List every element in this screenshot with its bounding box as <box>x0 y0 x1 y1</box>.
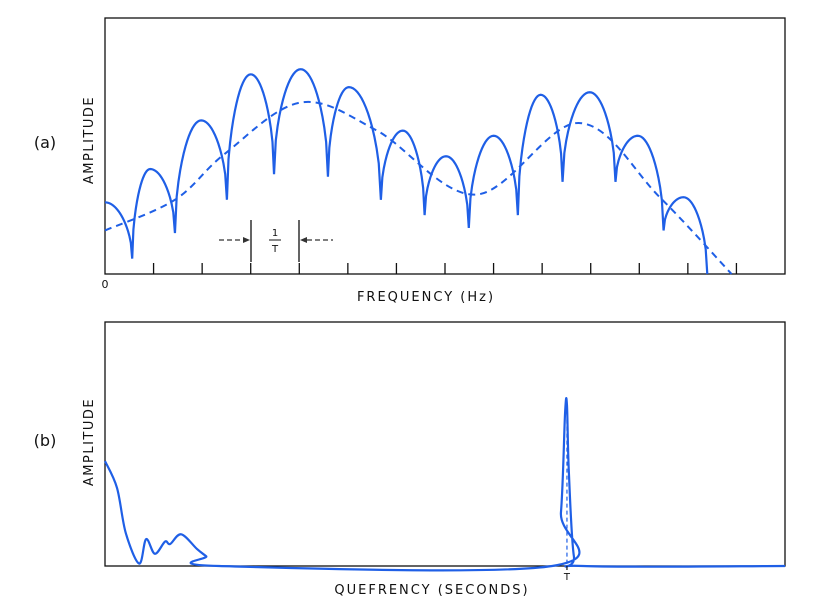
annotation-numerator: 1 <box>272 228 278 239</box>
panel-b-y-axis-label: AMPLITUDE <box>82 398 97 486</box>
panel-a-x-axis-label: FREQUENCY (Hz) <box>357 290 495 305</box>
arrow-left-head-icon <box>243 237 250 243</box>
arrow-right-head-icon <box>300 237 307 243</box>
panel-b-label: (b) <box>34 431 57 450</box>
panel-a-x-ticks <box>152 263 738 274</box>
panel-b-x-axis-label: QUEFRENCY (SECONDS) <box>334 583 529 598</box>
panel-a-label: (a) <box>34 133 56 152</box>
panel-a-y-axis-label: AMPLITUDE <box>82 96 97 184</box>
panel-a-frame <box>104 17 786 275</box>
period-tick-label: T <box>563 572 571 583</box>
annotation-denominator: T <box>271 244 279 255</box>
panel-a-origin-label: 0 <box>102 278 109 291</box>
panel-a: 1 T (a) AMPLITUDE 0 FREQUENCY (Hz) <box>34 17 786 305</box>
period-annotation: 1 T <box>219 220 333 262</box>
envelope-line <box>104 100 733 275</box>
cepstrum-line <box>103 397 786 572</box>
spectrum-line <box>104 68 709 275</box>
panel-b: T (b) AMPLITUDE QUEFRENCY (SECONDS) <box>34 321 786 598</box>
panel-b-frame <box>104 321 786 567</box>
